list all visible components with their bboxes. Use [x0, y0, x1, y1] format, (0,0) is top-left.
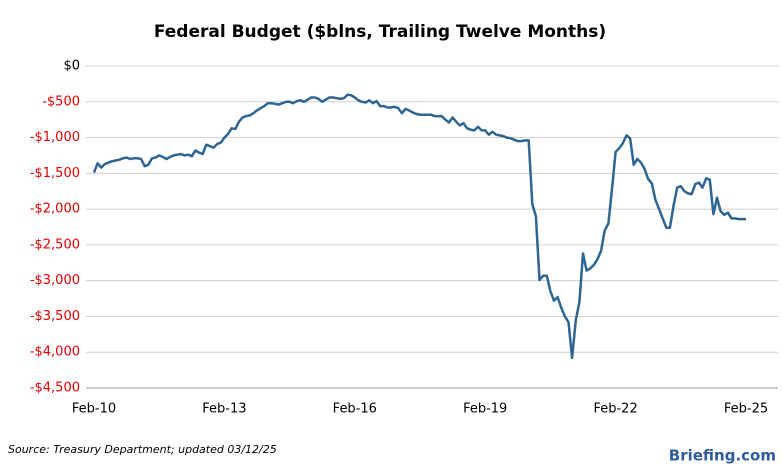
x-tick-label: Feb-19 — [463, 402, 507, 417]
source-note: Source: Treasury Department; updated 03/… — [8, 443, 277, 456]
y-tick-label: -$3,000 — [30, 273, 80, 288]
x-tick-label: Feb-13 — [202, 402, 246, 417]
y-tick-label: -$1,500 — [30, 166, 80, 181]
y-tick-label: -$3,500 — [30, 309, 80, 324]
data-line — [92, 93, 746, 360]
x-tick-label: Feb-16 — [333, 402, 377, 417]
x-tick-label: Feb-25 — [724, 402, 768, 417]
brand: Briefing.com — [669, 447, 776, 465]
y-tick-label: -$2,500 — [30, 237, 80, 252]
x-tick-label: Feb-10 — [72, 402, 116, 417]
y-tick-label: -$1,000 — [30, 130, 80, 145]
y-tick-label: -$4,000 — [30, 345, 80, 360]
y-tick-label: -$500 — [42, 94, 80, 109]
chart-title: Federal Budget ($blns, Trailing Twelve M… — [154, 22, 606, 42]
x-tick-label: Feb-22 — [593, 402, 637, 417]
y-tick-label: $0 — [63, 59, 80, 74]
y-tick-label: -$2,000 — [30, 202, 80, 217]
y-tick-label: -$4,500 — [30, 381, 80, 396]
